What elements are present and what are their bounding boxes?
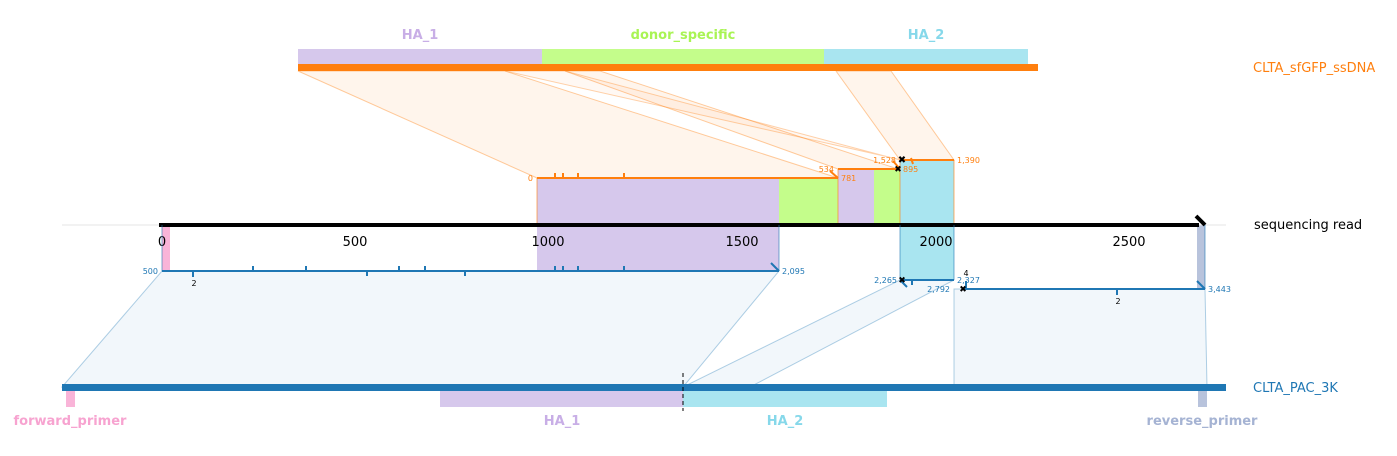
pac-forward-primer-feature: [66, 391, 75, 407]
pac-ha2-label: HA_2: [767, 414, 804, 429]
pac-reverse-primer-feature: [1198, 391, 1207, 407]
read-donor-fill-1: [779, 178, 838, 225]
read-forward-primer-fill: [162, 225, 170, 271]
ssdna-donor-label: donor_specific: [631, 28, 736, 43]
pac-target-bar: [62, 384, 1226, 391]
read-ha1-fill-upper: [537, 178, 779, 225]
ssdna-ha2-feature: [824, 49, 1028, 65]
pac-mismatch-x-1: ✖: [898, 276, 906, 286]
ssdna-1-start-label: 0: [528, 174, 533, 183]
pac-target: CLTA_PAC_3K forward_primer HA_1 HA_2 rev…: [14, 373, 1338, 429]
pac-mismatch-x-2: ✖: [959, 285, 967, 295]
ssdna-3-end-label: 895: [903, 165, 918, 174]
ssdna-3-start-label: 1,528: [873, 156, 896, 165]
read-reverse-primer-fill: [1197, 225, 1205, 289]
read-tick-1000: 1000: [531, 235, 564, 250]
pac-forward-primer-label: forward_primer: [14, 414, 128, 429]
pac-alignment-segments: ✖ ✖: [161, 225, 1206, 295]
pac-ha2-feature: [683, 391, 887, 407]
read-tick-2500: 2500: [1112, 235, 1145, 250]
read-arrowhead: [1194, 214, 1207, 227]
pac-projection-3: [953, 288, 1208, 388]
pac-target-name: CLTA_PAC_3K: [1253, 381, 1338, 396]
ssdna-projections: [297, 70, 955, 179]
pac-indel-label-1: 2: [191, 279, 196, 288]
read-tick-1500: 1500: [725, 235, 758, 250]
pac-projection-1: [60, 270, 781, 388]
ssdna-target-bar: [298, 64, 1038, 71]
pac-indel-label-2: 4: [963, 269, 968, 278]
pac-2-start-label: 2,265: [874, 276, 897, 285]
ssdna-alignment-labels: 0 534 781 1,528 895 1,390: [528, 156, 980, 183]
ssdna-ha2-label: HA_2: [908, 28, 945, 43]
ssdna-2-start-label: 534: [819, 165, 834, 174]
pac-3-end-label: 3,443: [1208, 285, 1231, 294]
read-axis: sequencing read 0 500 1000 1500 2000 250…: [62, 214, 1362, 250]
ssdna-projection-4: [835, 70, 955, 161]
ssdna-target-name: CLTA_sfGFP_ssDNA: [1253, 61, 1375, 76]
read-ha2-fill-lower: [900, 225, 954, 280]
read-ha1-fill-2: [838, 169, 874, 225]
ssdna-target: HA_1 donor_specific HA_2 CLTA_sfGFP_ssDN…: [298, 28, 1375, 76]
pac-projections: [60, 270, 1208, 388]
pac-reverse-primer-label: reverse_primer: [1147, 414, 1259, 429]
read-ha1-fill-lower: [537, 225, 779, 271]
ssdna-mismatch-x-1: ✖: [898, 155, 906, 166]
read-feature-fills: [162, 160, 1205, 289]
ssdna-mismatch-x-2: ✖: [894, 165, 902, 175]
read-tick-labels: 0 500 1000 1500 2000 2500: [158, 235, 1146, 250]
ssdna-donor-feature: [542, 49, 824, 65]
read-name: sequencing read: [1254, 218, 1362, 233]
pac-2-end-label: 2,327: [957, 276, 980, 285]
read-ha2-fill-upper: [900, 160, 954, 225]
read-donor-fill-2: [874, 169, 900, 225]
ssdna-ha1-label: HA_1: [402, 28, 439, 43]
read-tick-2000: 2000: [919, 235, 952, 250]
pac-indel-label-3: 2: [1115, 297, 1120, 306]
ssdna-4-end-label: 1,390: [957, 156, 980, 165]
pac-alignment-labels: 500 2,095 2,265 2,327 2,792 3,443: [143, 267, 1231, 294]
ssdna-alignment-segments: ✖ ✖: [536, 155, 955, 225]
pac-ha1-label: HA_1: [544, 414, 581, 429]
read-tick-500: 500: [343, 235, 368, 250]
pac-3-start-label: 2,792: [927, 285, 950, 294]
ssdna-2-end-label: 781: [841, 174, 856, 183]
pac-1-start-label: 500: [143, 267, 158, 276]
pac-indel-labels: 2 4 2: [191, 269, 1120, 306]
pac-1-end-label: 2,095: [782, 267, 805, 276]
pac-ha1-feature: [440, 391, 683, 407]
ssdna-ha1-feature: [298, 49, 542, 65]
